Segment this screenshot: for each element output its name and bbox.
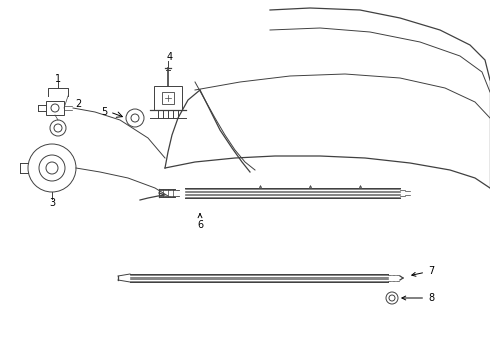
Text: 6: 6: [197, 214, 203, 230]
Text: 2: 2: [75, 99, 81, 109]
Bar: [154, 86, 182, 110]
Text: 7: 7: [412, 266, 434, 276]
Text: 4: 4: [167, 52, 173, 62]
Text: 5: 5: [101, 107, 107, 117]
Text: 1: 1: [55, 74, 61, 84]
Bar: [162, 92, 174, 104]
Bar: [46, 101, 64, 115]
Text: 8: 8: [402, 293, 434, 303]
Text: 3: 3: [49, 198, 55, 208]
